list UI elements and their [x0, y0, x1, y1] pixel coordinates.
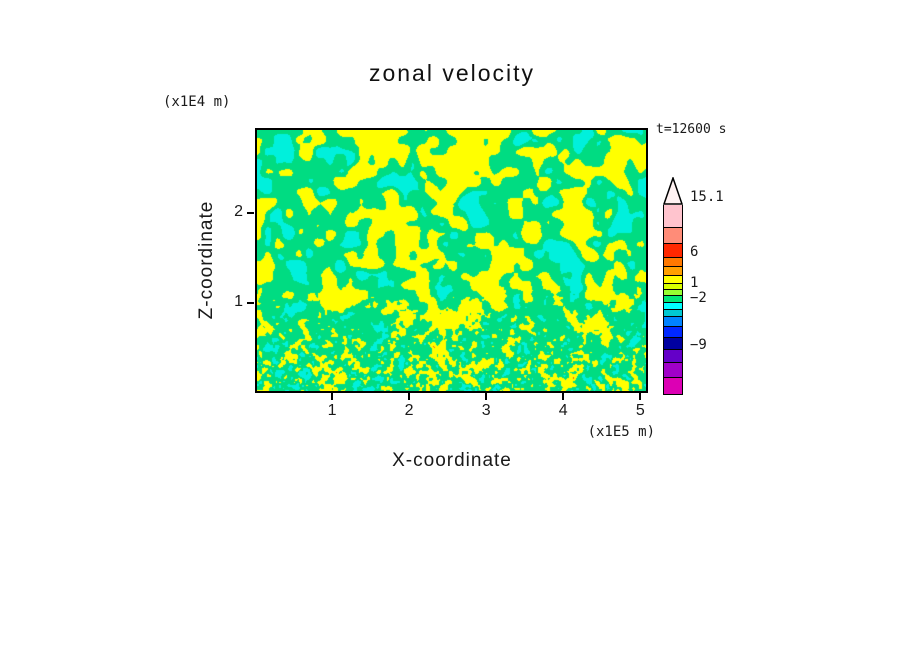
colorbar-labels: 15.1 6 1 −2 −9 [690, 177, 750, 407]
colorbar [663, 177, 683, 395]
y-tick-mark [247, 302, 254, 305]
colorbar-segment [664, 302, 682, 309]
y-tick-label: 1 [234, 293, 243, 311]
chart-title: zonal velocity [368, 60, 536, 86]
colorbar-tick-label: −2 [690, 290, 707, 306]
colorbar-segment [664, 309, 682, 316]
colorbar-segment [664, 337, 682, 349]
time-annotation: t=12600 s [656, 122, 727, 137]
colorbar-arrow-tip [663, 177, 683, 205]
y-tick-mark [247, 212, 254, 215]
zonal-velocity-heatmap [257, 130, 646, 391]
x-tick-mark [639, 393, 642, 400]
colorbar-segment [664, 377, 682, 394]
colorbar-segment [664, 257, 682, 266]
x-tick-mark [485, 393, 488, 400]
x-tick-label: 4 [558, 402, 568, 419]
plot-area [255, 128, 648, 393]
x-tick-label: 2 [404, 402, 414, 419]
x-axis-title: X-coordinate [392, 450, 512, 471]
colorbar-segment [664, 205, 682, 227]
colorbar-arrow-shape [663, 177, 683, 205]
x-tick-mark [331, 393, 334, 400]
x-axis-unit-label: (x1E5 m) [587, 424, 655, 440]
colorbar-segment [664, 266, 682, 275]
colorbar-segment [664, 349, 682, 362]
colorbar-tick-label: −9 [690, 337, 707, 353]
colorbar-segment [664, 295, 682, 302]
x-tick-label: 1 [327, 402, 337, 419]
x-tick-mark [408, 393, 411, 400]
colorbar-tick-label: 6 [690, 244, 699, 260]
y-tick-label: 2 [234, 203, 243, 221]
colorbar-segment [664, 289, 682, 295]
colorbar-segment [664, 227, 682, 243]
colorbar-segment [664, 316, 682, 326]
x-tick-label: 3 [481, 402, 491, 419]
y-axis-title: Z-coordinate [196, 200, 217, 320]
colorbar-scale [663, 205, 683, 395]
colorbar-segment [664, 283, 682, 289]
y-axis-unit-label: (x1E4 m) [163, 94, 231, 110]
colorbar-tick-label: 1 [690, 275, 699, 291]
colorbar-segment [664, 362, 682, 377]
colorbar-segment [664, 275, 682, 283]
x-tick-label: 5 [635, 402, 645, 419]
x-tick-mark [562, 393, 565, 400]
colorbar-segment [664, 243, 682, 257]
colorbar-segment [664, 326, 682, 337]
colorbar-tick-label: 15.1 [690, 189, 724, 205]
